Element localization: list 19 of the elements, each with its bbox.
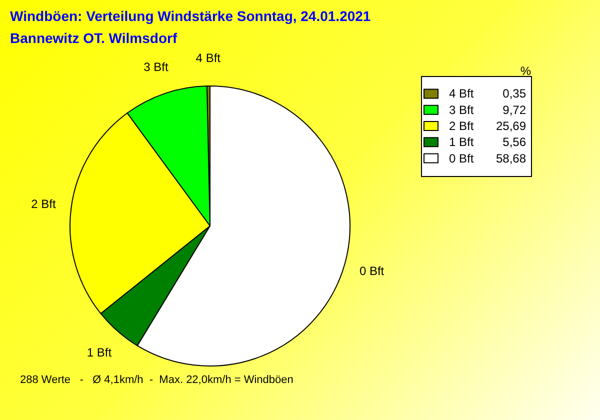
chart-title: Windböen: Verteilung Windstärke Sonntag, 24.01.2021	[10, 8, 371, 24]
slice-label: 1 Bft	[86, 345, 112, 360]
slice-label: 2 Bft	[31, 197, 56, 212]
legend-label: 1 Bft	[449, 135, 474, 150]
data-label: 25,69	[496, 119, 526, 133]
chart-subtitle: Bannewitz OT. Wilmsdorf	[10, 30, 178, 46]
legend-label: 3 Bft	[449, 102, 474, 117]
data-label: 5,56	[502, 135, 526, 150]
slice-label: 0 Bft	[359, 264, 385, 278]
data-label: 9,72	[502, 102, 526, 117]
slice-label: 4 Bft	[196, 51, 222, 66]
legend-label: 2 Bft	[449, 119, 474, 133]
legend-label: 4 Bft	[449, 86, 474, 101]
legend-title: %	[520, 64, 532, 78]
slice-label: 3 Bft	[144, 60, 169, 74]
text: 288 Werte - Ø 4,1km/h - Max. 22,0km/h = Windböen	[20, 374, 294, 386]
legend-label: 0 Bft	[449, 151, 474, 166]
data-label: 0,35	[502, 86, 526, 101]
data-label: 58,68	[496, 151, 526, 166]
